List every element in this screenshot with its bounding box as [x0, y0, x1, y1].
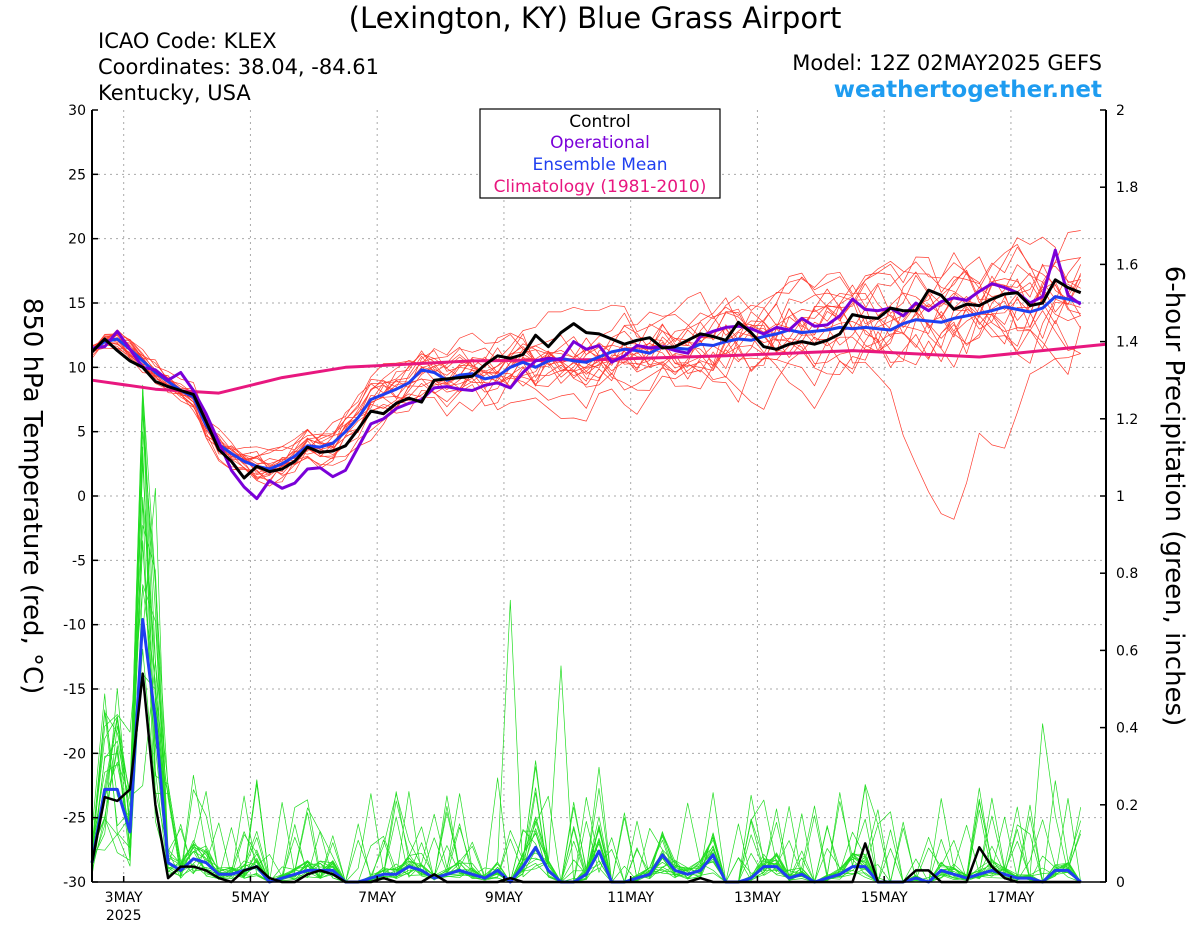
y-tick-label: 25 — [68, 167, 86, 183]
legend-mean: Ensemble Mean — [532, 155, 667, 175]
icao-code: ICAO Code: KLEX — [98, 29, 277, 53]
y2-tick-label: 1.2 — [1116, 412, 1138, 428]
temp-member-line — [91, 283, 1081, 467]
y-tick-label: -20 — [63, 746, 86, 762]
x-tick-label: 5MAY — [231, 890, 269, 906]
y2-tick-label: 1 — [1116, 489, 1125, 505]
y-tick-label: 15 — [68, 296, 86, 312]
site-link[interactable]: weathertogether.net — [834, 77, 1102, 103]
precip-member-line — [91, 394, 1081, 883]
legend-box — [479, 108, 721, 199]
y2-tick-label: 2 — [1116, 103, 1125, 119]
operational-temp-line — [91, 248, 1082, 501]
x-tick-label: 9MAY — [485, 890, 523, 906]
y2-tick-label: 1.8 — [1116, 180, 1138, 196]
y-tick-label: 10 — [68, 360, 86, 376]
y-tick-label: 30 — [68, 103, 86, 119]
climatology-line — [91, 342, 1107, 395]
y2-tick-label: 1.6 — [1116, 257, 1138, 273]
model-run: Model: 12Z 02MAY2025 GEFS — [792, 51, 1102, 75]
y2-tick-label: 0.4 — [1116, 721, 1138, 737]
y-tick-label: -30 — [63, 875, 86, 891]
x-tick-label: 15MAY — [861, 890, 908, 906]
x-tick-label: 7MAY — [358, 890, 396, 906]
y-tick-label: 5 — [77, 425, 86, 441]
y-tick-label: 0 — [77, 489, 86, 505]
x-tick-label: 3MAY — [105, 890, 143, 906]
y-tick-label: -10 — [63, 618, 86, 634]
temp-member-line — [91, 256, 1081, 472]
legend-operational: Operational — [550, 133, 650, 153]
control-temp-line — [90, 278, 1082, 480]
y-tick-label: 20 — [68, 232, 86, 248]
y2-tick-label: 0.2 — [1116, 798, 1138, 814]
temp-member-line — [91, 286, 1081, 460]
y2-tick-label: 1.4 — [1116, 335, 1138, 351]
y-tick-label: -15 — [63, 682, 86, 698]
y2-tick-label: 0.8 — [1116, 566, 1138, 582]
series-lines — [90, 248, 1107, 884]
temp-member-line — [91, 263, 1081, 479]
x-year-label: 2025 — [106, 908, 142, 924]
x-tick-label: 17MAY — [987, 890, 1034, 906]
coordinates: Coordinates: 38.04, -84.61 — [98, 55, 379, 79]
axes: 302520151050-5-10-15-20-25-3021.81.61.41… — [63, 103, 1138, 924]
legend-climatology: Climatology (1981-2010) — [494, 177, 707, 197]
y2-tick-label: 0 — [1116, 875, 1125, 891]
legend-control: Control — [569, 112, 630, 132]
y2-axis-title: 6-hour Precipitation (green, inches) — [1159, 266, 1189, 726]
y-axis-title: 850 hPa Temperature (red, °C) — [17, 298, 47, 695]
legend: Control Operational Ensemble Mean Climat… — [479, 108, 721, 199]
y-tick-label: -25 — [63, 811, 86, 827]
temp-member-line — [91, 272, 1082, 467]
chart-title: (Lexington, KY) Blue Grass Airport — [349, 1, 842, 35]
x-tick-label: 13MAY — [734, 890, 781, 906]
x-tick-label: 11MAY — [607, 890, 654, 906]
y2-tick-label: 0.6 — [1116, 643, 1138, 659]
y-tick-label: -5 — [72, 553, 86, 569]
region: Kentucky, USA — [98, 81, 251, 105]
